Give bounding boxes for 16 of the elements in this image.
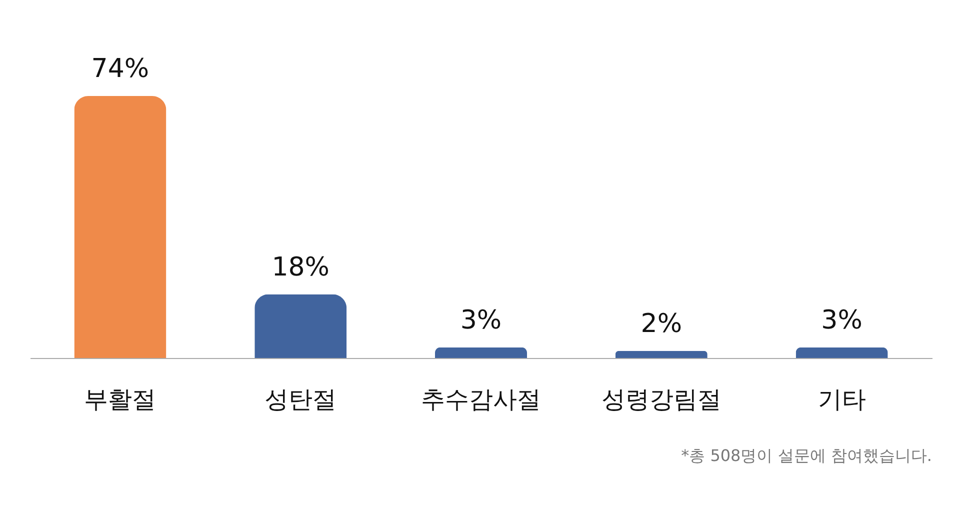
data-label: 3% bbox=[460, 305, 502, 336]
data-label: 74% bbox=[91, 54, 150, 84]
data-label: 18% bbox=[272, 252, 330, 282]
data-label: 2% bbox=[640, 308, 682, 339]
bar bbox=[254, 294, 347, 358]
data-label: 3% bbox=[821, 305, 862, 336]
x-tick-label: 성탄절 bbox=[264, 386, 337, 414]
x-tick-label: 부활절 bbox=[84, 386, 156, 414]
bar bbox=[796, 347, 888, 358]
x-tick-label: 추수감사절 bbox=[421, 386, 541, 414]
bar bbox=[615, 350, 708, 358]
bar bbox=[435, 347, 527, 358]
x-tick-label: 성령강림절 bbox=[601, 386, 722, 414]
bar bbox=[74, 96, 166, 358]
x-tick-label: 기타 bbox=[818, 386, 866, 414]
text: *총 508명이 설문에 참여했습니다. bbox=[681, 446, 932, 465]
